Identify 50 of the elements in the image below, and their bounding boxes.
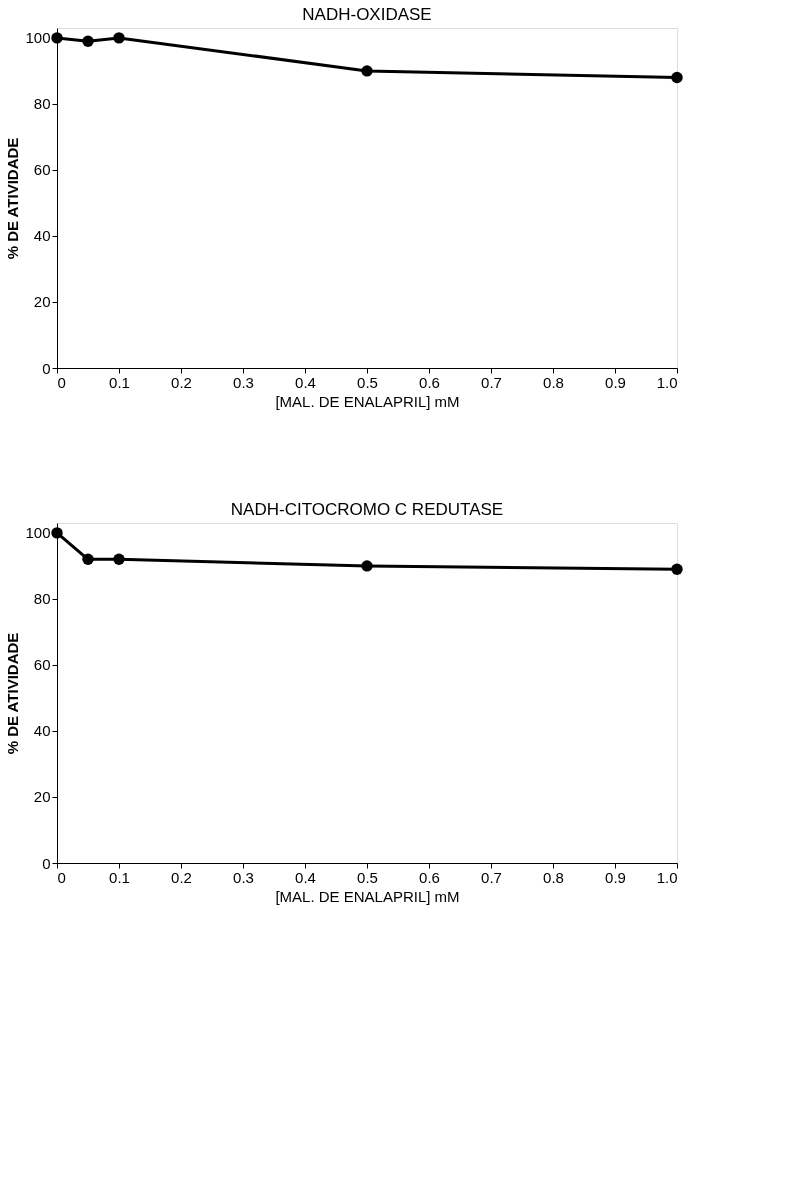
- x-tick-label: 0: [57, 868, 66, 886]
- y-tick-label: 100: [25, 524, 51, 542]
- y-tick-label: 20: [33, 293, 51, 311]
- x-tick-label: 0.7: [481, 373, 502, 391]
- x-tick-label: 0.7: [481, 868, 502, 886]
- point: [361, 65, 373, 77]
- point: [82, 553, 94, 565]
- chart-title: NADH-OXIDASE: [302, 5, 432, 24]
- x-axis-title: [MAL. DE ENALAPRIL] mM: [275, 392, 460, 410]
- y-axis-title: % DE ATIVIDADE: [4, 632, 22, 755]
- x-tick-label: 0.5: [357, 373, 378, 391]
- x-tick-label: 1.0: [656, 868, 678, 886]
- y-tick-label: 40: [33, 227, 51, 245]
- chart-title: NADH-CITOCROMO C REDUTASE: [230, 500, 504, 519]
- x-axis-title: [MAL. DE ENALAPRIL] mM: [275, 887, 460, 905]
- point: [51, 527, 63, 539]
- y-tick-label: 60: [33, 656, 51, 674]
- point: [361, 560, 373, 572]
- x-tick-label: 0.2: [171, 868, 192, 886]
- x-tick-label: 0.9: [605, 373, 626, 391]
- point: [671, 563, 683, 575]
- point: [82, 35, 94, 47]
- x-tick-label: 0.8: [543, 373, 564, 391]
- x-tick-label: 0.2: [171, 373, 192, 391]
- x-tick-label: 0.5: [357, 868, 378, 886]
- y-tick-label: 100: [25, 29, 51, 47]
- x-tick-label: 0.3: [233, 868, 254, 886]
- x-tick-label: 0.9: [605, 868, 626, 886]
- x-tick-label: 0.6: [419, 373, 440, 391]
- x-tick-label: 0.1: [109, 868, 130, 886]
- y-axis-title: % DE ATIVIDADE: [4, 137, 22, 260]
- point: [51, 32, 63, 44]
- x-tick-label: 0.6: [419, 868, 440, 886]
- y-tick-label: 40: [33, 722, 51, 740]
- y-tick-label: 20: [33, 788, 51, 806]
- y-tick-label: 80: [33, 590, 51, 608]
- x-tick-label: 1.0: [656, 373, 678, 391]
- point: [671, 71, 683, 84]
- y-tick-label: 0: [42, 359, 51, 377]
- y-tick-label: 60: [33, 161, 51, 179]
- x-tick-label: 0: [57, 373, 66, 391]
- x-tick-label: 0.4: [295, 868, 316, 886]
- x-tick-label: 0.1: [109, 373, 130, 391]
- point: [113, 553, 125, 565]
- y-tick-label: 0: [42, 854, 51, 872]
- y-tick-label: 80: [33, 95, 51, 113]
- x-tick-label: 0.8: [543, 868, 564, 886]
- point: [113, 32, 125, 44]
- x-tick-label: 0.4: [295, 373, 316, 391]
- x-tick-label: 0.3: [233, 373, 254, 391]
